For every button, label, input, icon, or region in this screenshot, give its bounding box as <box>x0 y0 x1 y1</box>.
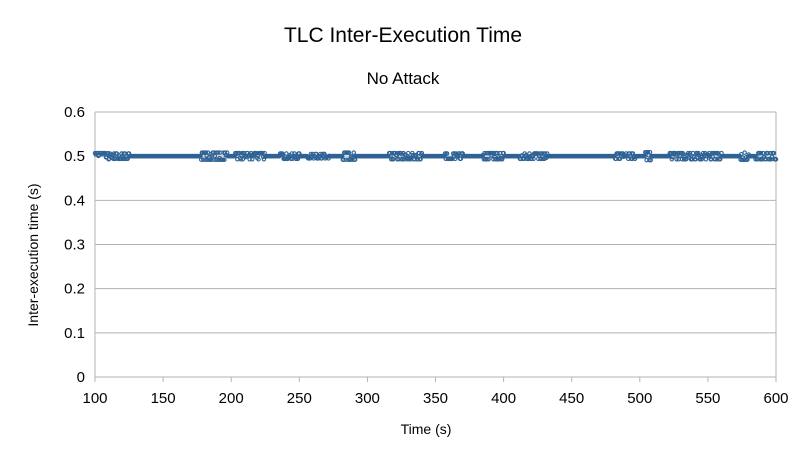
y-tick-label: 0.2 <box>64 281 85 298</box>
x-tick-label: 550 <box>695 390 720 407</box>
data-point <box>125 156 130 162</box>
data-point <box>203 157 208 162</box>
data-point <box>391 157 396 162</box>
data-point <box>406 150 411 156</box>
data-point <box>693 157 698 162</box>
x-axis-tick-labels: 100 150 200 250 300 350 400 450 500 550 600 <box>82 390 788 407</box>
data-point <box>717 157 723 162</box>
y-tick-label: 0.1 <box>64 325 85 342</box>
x-axis-title: Time (s) <box>401 421 452 437</box>
x-tick-label: 150 <box>151 390 176 407</box>
data-point <box>341 157 346 162</box>
data-point <box>755 157 760 162</box>
data-point <box>458 156 463 162</box>
data-point <box>687 150 693 156</box>
x-tick-label: 600 <box>763 390 788 407</box>
data-point <box>499 157 505 162</box>
data-point <box>648 157 653 163</box>
data-point <box>765 150 771 156</box>
y-tick-label: 0.6 <box>64 104 85 121</box>
data-point <box>413 152 418 158</box>
data-point <box>351 150 357 155</box>
data-point <box>284 151 289 156</box>
data-point <box>105 150 111 156</box>
y-axis-title: Inter-execution time (s) <box>25 183 41 326</box>
y-axis-tick-labels: 0 0.1 0.2 0.3 0.4 0.5 0.6 <box>64 104 85 386</box>
data-point <box>531 156 536 162</box>
data-point <box>773 157 779 162</box>
y-tick-label: 0.5 <box>64 148 85 165</box>
data-series <box>92 149 779 163</box>
data-point <box>292 151 297 156</box>
data-point <box>216 150 221 155</box>
data-point <box>295 156 301 162</box>
data-point <box>238 157 243 162</box>
data-point <box>771 150 777 156</box>
x-tick-label: 350 <box>423 390 448 407</box>
data-point <box>396 157 401 162</box>
data-point <box>209 157 214 162</box>
data-point <box>713 157 718 162</box>
data-point <box>240 157 246 162</box>
data-point <box>758 150 764 156</box>
y-tick-label: 0.4 <box>64 192 85 209</box>
data-point <box>696 150 701 156</box>
data-point <box>111 151 117 156</box>
data-point <box>352 157 358 162</box>
x-tick-label: 500 <box>627 390 652 407</box>
data-point <box>711 150 717 156</box>
x-tick-label: 300 <box>355 390 380 407</box>
y-tick-label: 0.3 <box>64 237 85 254</box>
data-point <box>742 150 747 155</box>
data-point <box>644 157 649 163</box>
data-point <box>350 157 355 162</box>
data-point <box>415 157 421 162</box>
data-point <box>346 150 352 155</box>
data-point <box>669 157 675 162</box>
x-tick-label: 100 <box>82 390 107 407</box>
chart-title: TLC Inter-Execution Time <box>284 24 522 47</box>
data-point <box>495 150 500 156</box>
data-point <box>674 157 679 162</box>
data-point <box>642 153 647 159</box>
data-point <box>343 157 348 162</box>
y-tick-label: 0 <box>77 369 85 386</box>
x-tick-label: 450 <box>559 390 584 407</box>
data-point <box>256 157 261 162</box>
data-point <box>418 157 423 162</box>
data-point <box>247 157 252 162</box>
data-point <box>715 157 720 162</box>
x-tick-label: 400 <box>491 390 516 407</box>
data-point <box>699 157 705 162</box>
data-point <box>201 157 206 162</box>
data-point <box>647 149 653 155</box>
data-point <box>314 151 319 157</box>
data-point <box>670 154 675 160</box>
x-tick-label: 250 <box>287 390 312 407</box>
data-point <box>198 157 204 162</box>
data-point <box>444 151 450 156</box>
x-tick-label: 200 <box>219 390 244 407</box>
chart-subtitle: No Attack <box>367 69 440 88</box>
data-point <box>613 156 619 162</box>
data-point <box>222 157 227 162</box>
data-point <box>486 157 491 162</box>
